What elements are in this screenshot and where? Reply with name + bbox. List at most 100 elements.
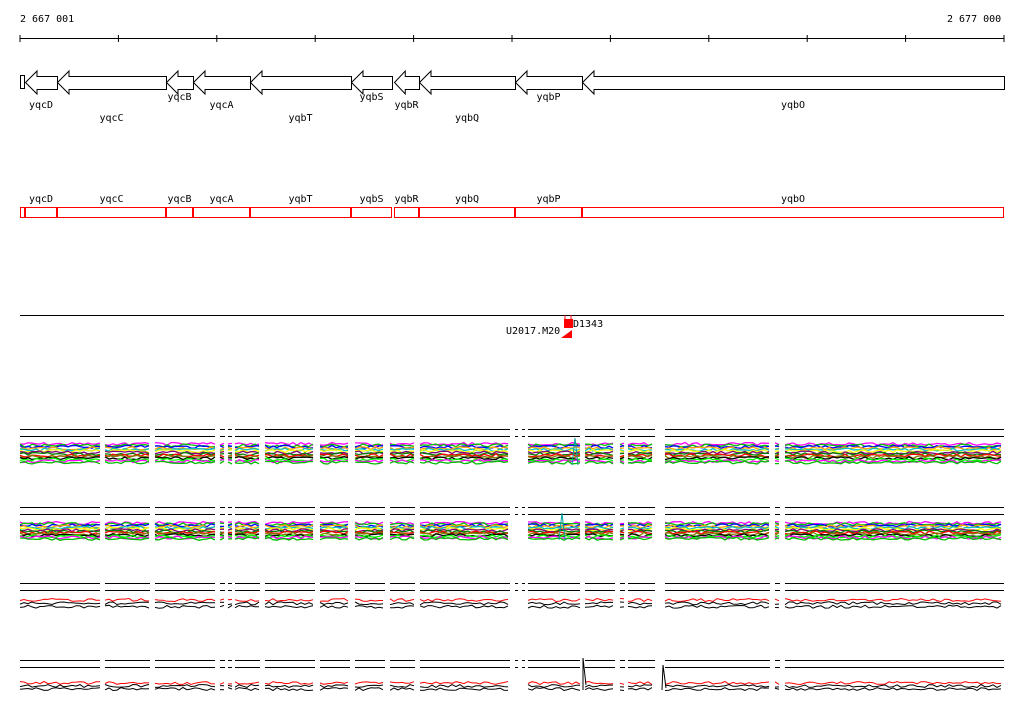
gene-label[interactable]: yqcA	[209, 100, 234, 111]
expression-line	[627, 681, 653, 685]
transcript-box-yqbP	[515, 207, 582, 218]
expression-line	[527, 604, 581, 609]
expression-line	[664, 536, 770, 541]
expression-line	[19, 443, 100, 448]
expression-line	[389, 536, 415, 541]
expression-line	[354, 598, 383, 602]
expression-line	[104, 450, 150, 455]
expression-line	[19, 456, 101, 461]
expression-line	[389, 447, 415, 451]
expression-line	[219, 520, 225, 524]
expression-line	[419, 524, 509, 529]
expression-line	[354, 522, 383, 526]
expression-peak	[582, 657, 587, 690]
expression-line	[527, 598, 581, 603]
expression-line	[219, 450, 225, 454]
expression-line	[154, 522, 216, 527]
expression-line	[319, 526, 349, 530]
expression-line	[774, 687, 780, 690]
expression-line	[104, 534, 150, 539]
expression-line	[104, 601, 150, 606]
expression-line	[235, 455, 260, 459]
expression-line	[527, 533, 581, 538]
expression-line	[104, 459, 150, 464]
expression-line	[104, 681, 150, 685]
expression-line	[219, 447, 225, 451]
transcript-box-yqbT	[250, 207, 351, 218]
expression-line	[664, 523, 770, 528]
expression-line	[584, 460, 614, 465]
expression-line	[234, 601, 260, 606]
expression-line	[154, 524, 216, 529]
expression-line	[619, 454, 625, 458]
expression-line	[264, 601, 314, 606]
gene-label[interactable]: yqbQ	[455, 113, 480, 124]
gene-label[interactable]: yqbT	[288, 113, 313, 124]
transcript-label[interactable]: yqbR	[394, 194, 419, 205]
expression-line	[20, 536, 101, 541]
gene-label[interactable]: yqbR	[394, 100, 419, 111]
gene-label[interactable]: yqcC	[99, 113, 124, 124]
transcript-label[interactable]: yqcA	[209, 194, 234, 205]
expression-line	[264, 529, 314, 534]
expression-line	[264, 681, 314, 685]
expression-line	[664, 459, 770, 464]
expression-line	[219, 534, 225, 537]
expression-line	[234, 683, 260, 688]
expression-line	[354, 461, 384, 465]
expression-line	[354, 534, 384, 539]
expression-line	[627, 446, 653, 450]
gene-label[interactable]: yqbO	[781, 100, 806, 111]
expression-line	[389, 443, 415, 447]
expression-line	[154, 598, 216, 603]
gene-arrow-yqcD	[24, 69, 58, 96]
gene-label[interactable]: yqcB	[167, 92, 192, 103]
gene-label[interactable]: yqbP	[536, 92, 561, 103]
expression-line	[419, 604, 509, 609]
expression-line	[227, 442, 233, 445]
expression-peak	[661, 664, 667, 691]
transcript-label[interactable]: yqbP	[536, 194, 561, 205]
gene-label[interactable]: yqcD	[29, 100, 54, 111]
ruler-end-label: 2 677 000	[947, 14, 1002, 25]
expression-line	[527, 443, 581, 448]
expression-line	[619, 449, 625, 452]
expression-line	[234, 598, 260, 602]
transcript-label[interactable]: yqcC	[99, 194, 124, 205]
gene-arrow-yqbT	[249, 69, 352, 96]
expression-line	[227, 444, 233, 447]
expression-line	[234, 529, 260, 534]
transcript-label[interactable]: yqcB	[167, 194, 192, 205]
transcript-label[interactable]: yqbO	[781, 194, 806, 205]
expression-line	[154, 534, 216, 539]
gene-arrow-yqbP	[514, 69, 583, 96]
expression-peak	[571, 437, 579, 466]
expression-line	[619, 527, 625, 530]
transcript-box-yqbR	[394, 207, 419, 218]
expression-line	[264, 454, 314, 459]
gene-label[interactable]: yqbS	[359, 92, 384, 103]
expression-line	[154, 444, 216, 449]
transcript-box-yqcB	[166, 207, 193, 218]
transcript-box-yqbS	[351, 207, 392, 218]
transcript-label[interactable]: yqbT	[288, 194, 313, 205]
expression-line	[19, 687, 101, 691]
expression-line	[584, 597, 614, 602]
expression-line	[227, 461, 233, 465]
expression-line	[219, 448, 225, 452]
expression-line	[390, 533, 415, 537]
expression-line	[154, 536, 216, 541]
expression-line	[664, 460, 770, 465]
transcript-label[interactable]: yqcD	[29, 194, 54, 205]
expression-line	[264, 460, 314, 465]
expression-line	[104, 530, 150, 535]
expression-line	[154, 684, 216, 688]
expression-line	[319, 681, 349, 685]
expression-line	[104, 597, 150, 602]
expression-line	[784, 447, 1002, 453]
transcript-label[interactable]: yqbQ	[455, 194, 480, 205]
expression-line	[354, 527, 384, 532]
expression-line	[227, 449, 233, 452]
expression-line	[627, 524, 653, 529]
transcript-label[interactable]: yqbS	[359, 194, 384, 205]
